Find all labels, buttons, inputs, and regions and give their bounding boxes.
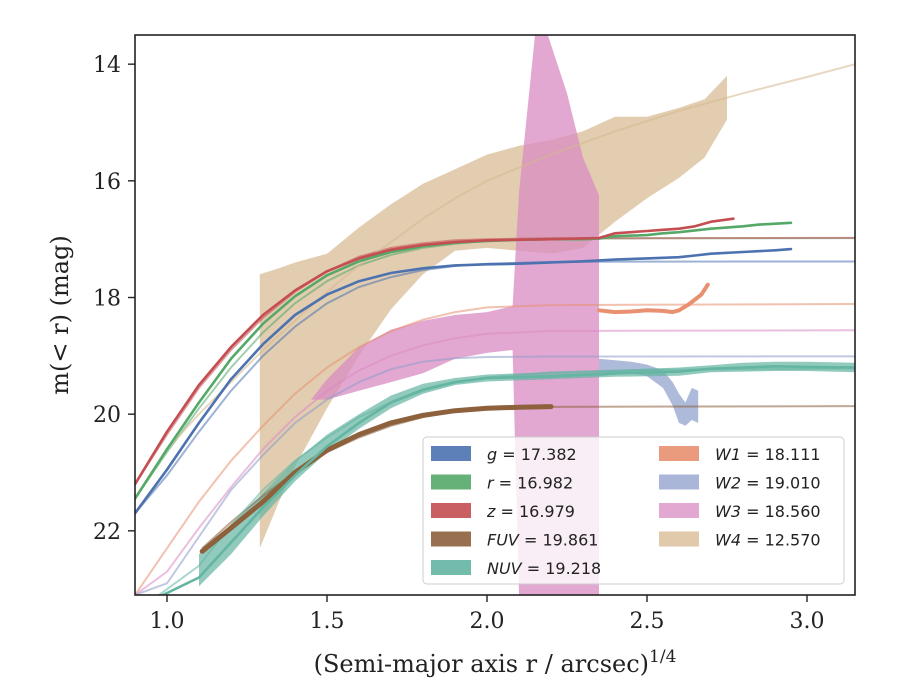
legend-label-w3: W3 = 18.560 [715,502,821,521]
legend-swatch-w4 [659,531,699,547]
y-tick-label: 20 [93,403,121,428]
y-axis-label: m(< r) (mag) [46,235,74,394]
x-tick-label: 2.0 [470,609,505,634]
x-tick-label: 1.0 [150,609,185,634]
y-tick-label: 16 [93,170,121,195]
legend: g = 17.382 r = 16.982 z = 16.979 FUV = 19.8… [422,436,845,585]
x-axis-label-text: (Semi-major axis r / arcsec) [314,650,649,678]
band-nuv [199,361,855,587]
x-axis-label-exponent: 1/4 [649,647,676,667]
legend-label-r: r = 16.982 [487,474,573,493]
legend-label-w4: W4 = 12.570 [715,531,821,550]
model-curve-w4 [166,63,855,450]
x-tick-label: 2.5 [630,609,665,634]
observed-curve-g [135,247,793,515]
legend-frame [422,436,845,585]
plot-frame [134,34,856,596]
legend-label-nuv: NUV = 19.218 [487,559,601,578]
legend-label-w1: W1 = 18.111 [715,445,821,464]
model-curve-nuv [157,367,855,595]
legend-label-z: z = 16.979 [486,502,575,521]
legend-swatch-z [431,503,471,518]
band-w4 [259,75,727,549]
legend-swatch-w3 [659,503,699,518]
y-tick-label: 18 [93,287,121,312]
legend-swatch-nuv [431,560,471,575]
y-axis-ticks: 14 16 18 20 22 [93,53,135,545]
legend-label-g: g = 17.382 [487,445,577,464]
legend-label-w2: W2 = 19.010 [715,474,821,493]
model-curve-w2 [135,355,855,595]
x-axis-label: (Semi-major axis r / arcsec)1/4 [314,647,677,678]
legend-label-fuv: FUV = 19.861 [487,531,598,550]
legend-swatch-w2 [659,474,699,490]
observed-curve-z [135,217,735,486]
observed-curve-nuv [159,365,855,595]
y-tick-label: 22 [93,520,121,545]
legend-swatch-w1 [659,446,699,461]
legend-swatch-g [431,446,471,461]
legend-swatch-r [431,474,471,490]
model-curve-w3 [135,329,855,595]
observed-curves [135,217,855,595]
legend-swatch-fuv [431,531,471,547]
x-tick-label: 3.0 [790,609,825,634]
x-axis-ticks: 1.0 1.5 2.0 2.5 3.0 [150,595,825,634]
y-tick-label: 14 [93,53,121,78]
x-tick-label: 1.5 [310,609,345,634]
observed-curve-fuv [199,404,554,554]
model-curve-w1 [135,303,855,595]
observed-curve-w1 [597,282,710,315]
